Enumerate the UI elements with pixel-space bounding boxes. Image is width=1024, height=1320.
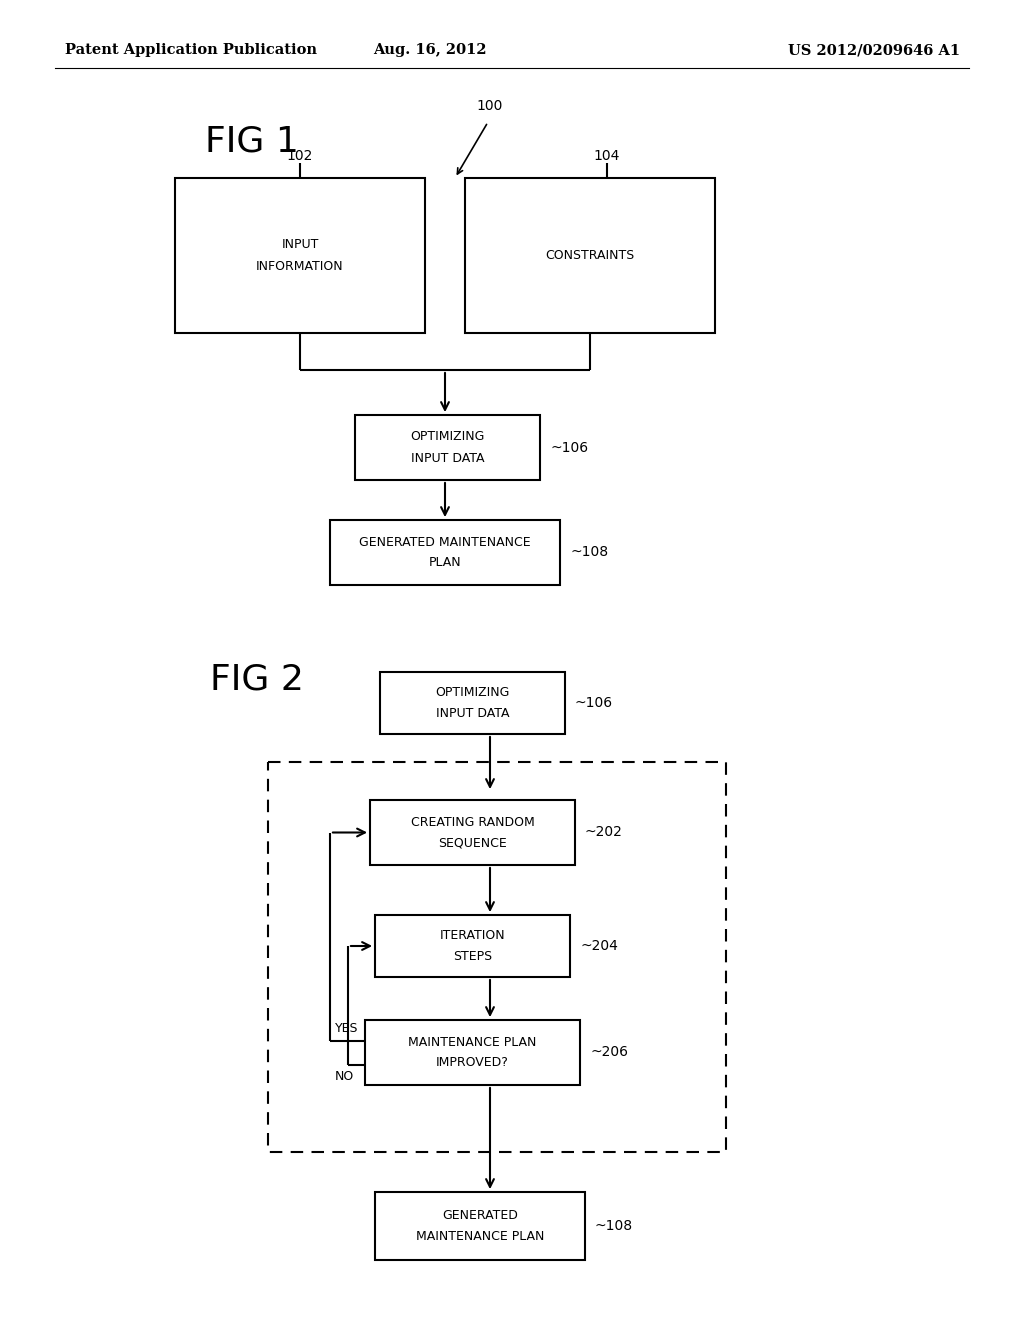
Text: INPUT
INFORMATION: INPUT INFORMATION [256,239,344,272]
Text: US 2012/0209646 A1: US 2012/0209646 A1 [787,44,961,57]
Text: GENERATED
MAINTENANCE PLAN: GENERATED MAINTENANCE PLAN [416,1209,544,1243]
Text: OPTIMIZING
INPUT DATA: OPTIMIZING INPUT DATA [435,686,510,719]
Text: CREATING RANDOM
SEQUENCE: CREATING RANDOM SEQUENCE [411,816,535,850]
Bar [365,1020,580,1085]
Text: ~108: ~108 [595,1218,633,1233]
Bar [268,762,726,1152]
Bar [375,1192,585,1261]
Bar [355,414,540,480]
Text: CONSTRAINTS: CONSTRAINTS [546,249,635,261]
Text: MAINTENANCE PLAN
IMPROVED?: MAINTENANCE PLAN IMPROVED? [409,1035,537,1069]
Text: OPTIMIZING
INPUT DATA: OPTIMIZING INPUT DATA [411,430,484,465]
Bar [330,520,560,585]
Bar [175,178,425,333]
Text: ~108: ~108 [570,545,608,560]
Text: GENERATED MAINTENANCE
PLAN: GENERATED MAINTENANCE PLAN [359,536,530,569]
Bar [370,800,575,865]
Text: ~106: ~106 [575,696,613,710]
Text: 102: 102 [287,149,313,162]
Text: Patent Application Publication: Patent Application Publication [65,44,317,57]
Text: YES: YES [335,1023,358,1035]
Text: Aug. 16, 2012: Aug. 16, 2012 [373,44,486,57]
Text: FIG 1: FIG 1 [205,125,299,158]
Text: NO: NO [335,1069,354,1082]
Bar [380,672,565,734]
Text: FIG 2: FIG 2 [210,663,304,696]
Bar [375,915,570,977]
Text: ITERATION
STEPS: ITERATION STEPS [439,929,505,964]
Text: ~206: ~206 [590,1045,628,1060]
Text: 100: 100 [477,99,503,114]
Text: 104: 104 [594,149,621,162]
Text: ~202: ~202 [585,825,623,840]
Text: ~106: ~106 [550,441,588,454]
Text: ~204: ~204 [580,939,617,953]
Bar [465,178,715,333]
